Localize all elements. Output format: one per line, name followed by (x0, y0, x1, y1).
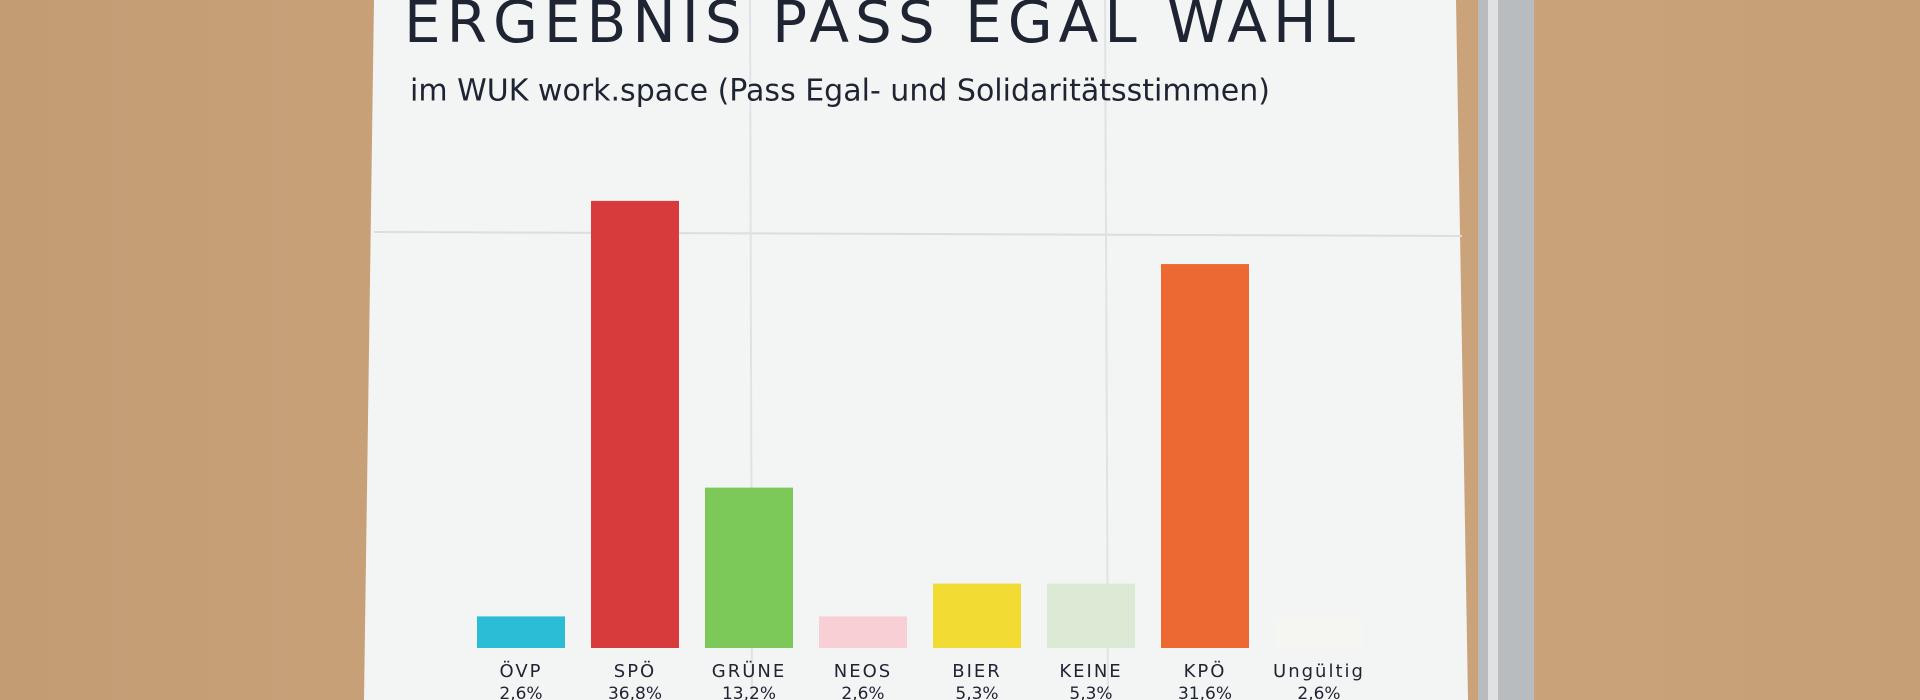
category-label: GRÜNE (712, 660, 786, 682)
value-label: 5,3% (955, 684, 998, 700)
bar (1161, 264, 1249, 648)
bar (819, 616, 907, 648)
bar (1275, 616, 1363, 648)
bar (591, 200, 679, 648)
bar (705, 487, 793, 648)
paper-fold (1104, 0, 1109, 700)
value-label: 2,6% (499, 684, 542, 700)
value-label: 36,8% (608, 684, 662, 700)
category-label: Ungültig (1273, 661, 1365, 682)
value-label: 13,2% (722, 684, 776, 700)
category-label: KEINE (1059, 661, 1122, 682)
bar (933, 583, 1021, 648)
bar (1047, 583, 1135, 648)
rail (1478, 0, 1534, 700)
category-label: NEOS (834, 661, 892, 682)
category-label: ÖVP (499, 660, 542, 682)
chart-title: ERGEBNIS PASS EGAL WAHL (404, 0, 1361, 56)
bar (477, 616, 565, 648)
value-label: 31,6% (1178, 684, 1232, 700)
category-label: SPÖ (614, 660, 656, 682)
rail-edge (1488, 0, 1498, 700)
value-label: 2,6% (1297, 684, 1340, 700)
category-label: KPÖ (1184, 660, 1227, 682)
chart-subtitle: im WUK work.space (Pass Egal- und Solida… (410, 74, 1270, 109)
paper-fold (373, 231, 1463, 237)
category-label: BIER (952, 661, 1002, 682)
value-label: 5,3% (1069, 684, 1112, 700)
value-label: 2,6% (841, 684, 884, 700)
